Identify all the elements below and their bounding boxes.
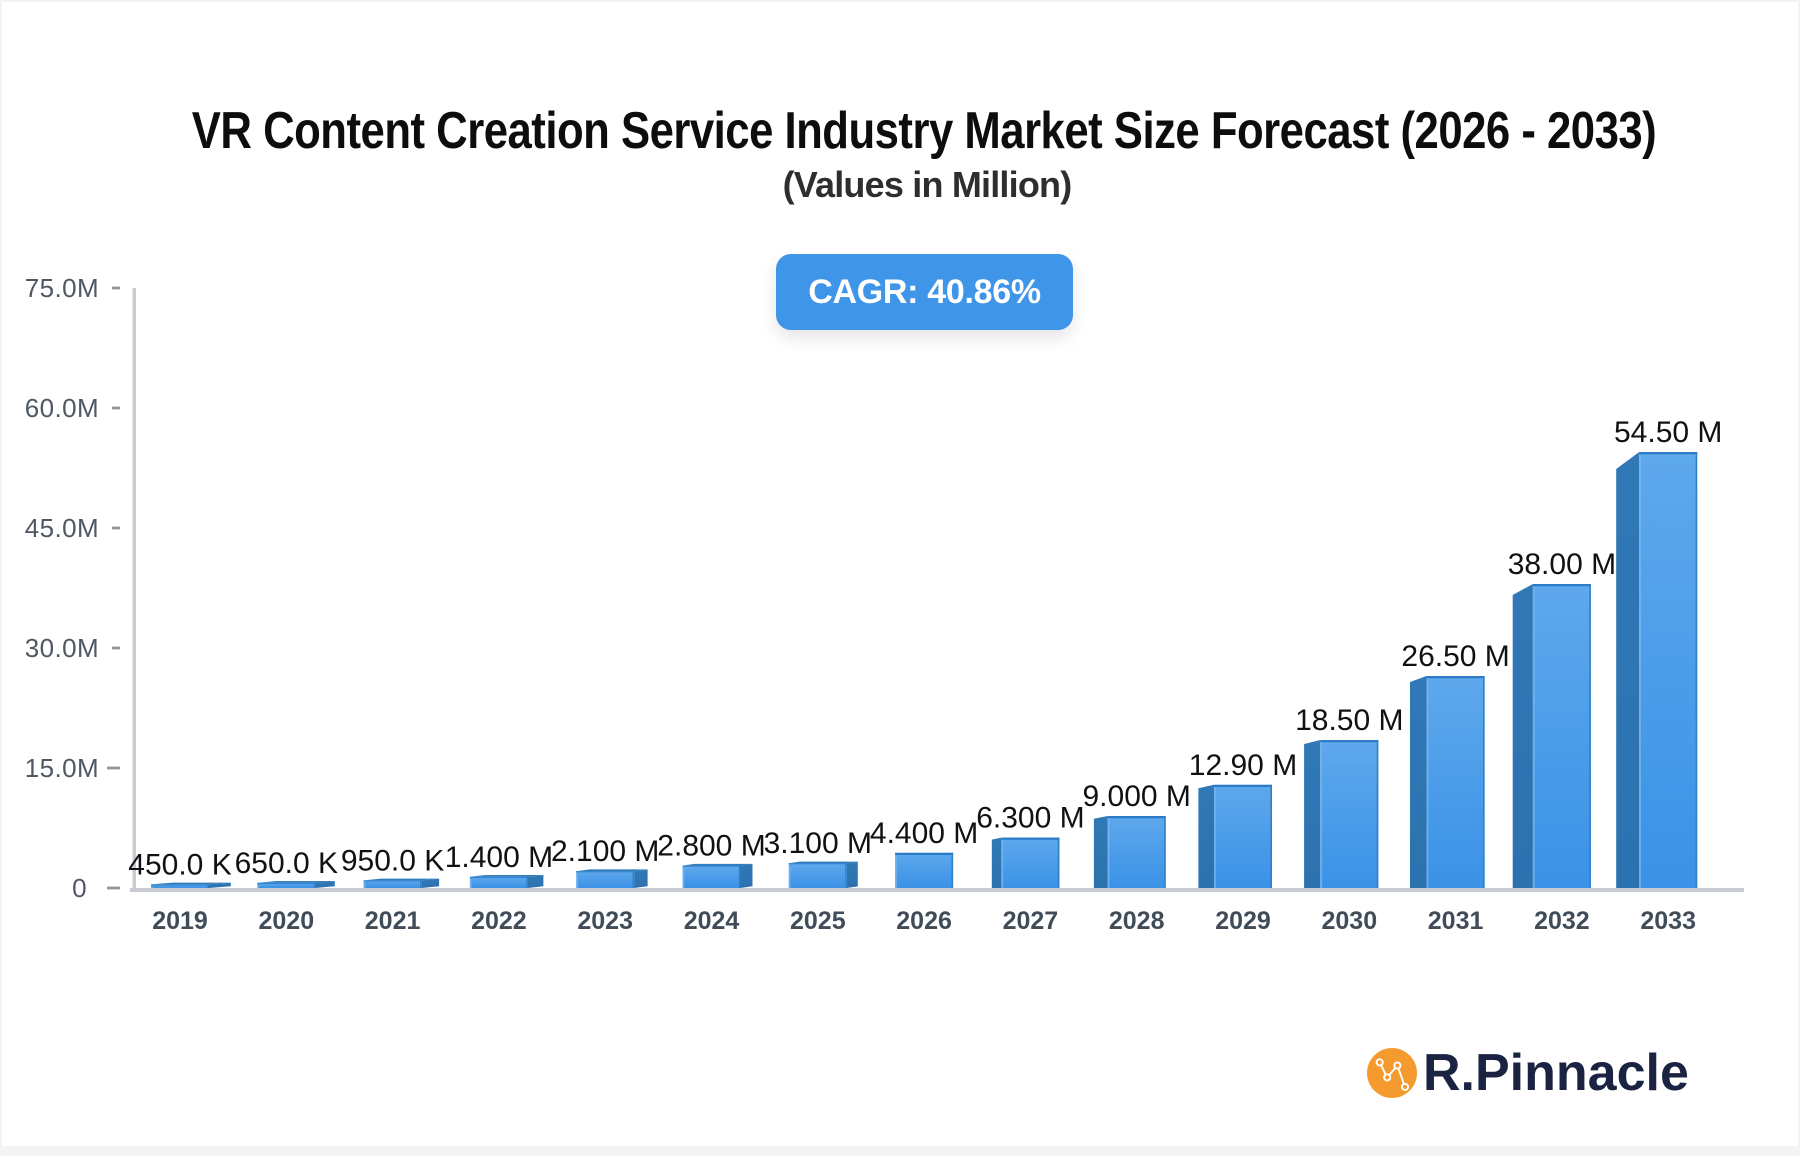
svg-text:12.90 M: 12.90 M <box>1189 749 1297 782</box>
svg-text:38.00 M: 38.00 M <box>1508 548 1616 581</box>
svg-text:2019: 2019 <box>152 907 208 935</box>
svg-text:1.400 M: 1.400 M <box>445 841 553 874</box>
svg-text:450.0 K: 450.0 K <box>128 848 231 881</box>
svg-text:2027: 2027 <box>1003 907 1059 935</box>
svg-text:2030: 2030 <box>1321 907 1377 935</box>
svg-text:2025: 2025 <box>790 907 846 935</box>
svg-text:30.0M: 30.0M <box>25 633 99 663</box>
svg-text:2029: 2029 <box>1215 907 1271 935</box>
svg-text:2022: 2022 <box>471 907 527 935</box>
svg-text:45.0M: 45.0M <box>25 513 99 543</box>
svg-text:60.0M: 60.0M <box>25 393 99 423</box>
svg-text:2.800 M: 2.800 M <box>657 830 765 863</box>
svg-text:2031: 2031 <box>1428 907 1484 935</box>
svg-text:75.0M: 75.0M <box>25 273 99 303</box>
svg-text:26.50 M: 26.50 M <box>1401 640 1509 673</box>
svg-text:650.0 K: 650.0 K <box>235 847 338 880</box>
svg-text:2021: 2021 <box>365 907 421 935</box>
svg-text:2023: 2023 <box>577 907 633 935</box>
svg-text:2028: 2028 <box>1109 907 1165 935</box>
svg-text:4.400 M: 4.400 M <box>870 817 978 850</box>
svg-text:2024: 2024 <box>684 907 740 935</box>
svg-text:2026: 2026 <box>896 907 952 935</box>
svg-text:15.0M: 15.0M <box>25 753 99 783</box>
svg-text:54.50 M: 54.50 M <box>1614 416 1722 449</box>
svg-text:9.000 M: 9.000 M <box>1082 780 1190 813</box>
svg-text:3.100 M: 3.100 M <box>764 827 872 860</box>
svg-text:0: 0 <box>72 873 87 903</box>
svg-text:2033: 2033 <box>1640 907 1696 935</box>
svg-text:2.100 M: 2.100 M <box>551 835 659 868</box>
svg-text:6.300 M: 6.300 M <box>976 802 1084 835</box>
svg-text:2032: 2032 <box>1534 907 1590 935</box>
svg-text:18.50 M: 18.50 M <box>1295 704 1403 737</box>
svg-text:2020: 2020 <box>258 907 314 935</box>
svg-text:950.0 K: 950.0 K <box>341 844 444 877</box>
